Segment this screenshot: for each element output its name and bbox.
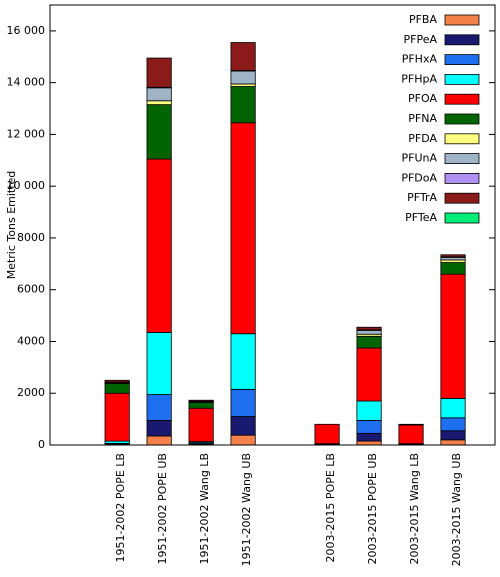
legend-swatch	[444, 172, 480, 184]
y-axis-label: Metric Tons Emitted	[5, 171, 18, 280]
legend-label: PFTrA	[407, 191, 437, 204]
y-tick-label: 2000	[17, 386, 45, 399]
bar-segment	[356, 440, 382, 446]
x-tick-label: 1951-2002 Wang LB	[198, 453, 211, 565]
bar-segment	[146, 435, 172, 446]
legend-swatch	[444, 153, 480, 165]
bar-segment	[146, 332, 172, 395]
x-tick-label: 1951-2002 POPE LB	[114, 453, 127, 563]
legend-swatch	[444, 74, 480, 85]
legend-swatch	[444, 133, 480, 145]
legend-swatch	[444, 113, 480, 125]
legend-label: PFUnA	[401, 152, 437, 165]
bar-segment	[230, 333, 256, 390]
bar-segment	[146, 104, 172, 160]
bar-segment	[230, 434, 256, 446]
legend-label: PFNA	[408, 112, 437, 125]
bar-segment	[230, 416, 256, 436]
bar-segment	[146, 57, 172, 88]
bar-segment	[146, 87, 172, 102]
x-tick-label: 2003-2015 POPE LB	[324, 453, 337, 563]
bar-segment	[440, 262, 466, 275]
bar-segment	[440, 430, 466, 441]
y-tick-label: 12 000	[7, 127, 46, 140]
bar-segment	[188, 407, 214, 443]
bar-segment	[314, 423, 340, 445]
bar-segment	[398, 424, 424, 445]
bar-segment	[356, 326, 382, 331]
legend-label: PFOA	[408, 92, 437, 105]
legend-swatch	[444, 212, 480, 224]
legend-swatch	[444, 54, 480, 65]
x-tick-label: 2003-2015 Wang LB	[408, 453, 421, 565]
legend-label: PFDA	[408, 132, 437, 145]
x-tick-label: 2003-2015 POPE UB	[366, 453, 379, 564]
bar-segment	[146, 420, 172, 437]
bar-segment	[230, 70, 256, 85]
y-tick-label: 8000	[17, 231, 45, 244]
bar-segment	[440, 439, 466, 446]
legend-label: PFPeA	[404, 33, 438, 46]
legend-label: PFHxA	[402, 53, 438, 66]
bar-segment	[356, 400, 382, 421]
plot-frame	[49, 4, 496, 446]
legend-swatch	[444, 14, 480, 26]
bar-segment	[230, 86, 256, 124]
legend-label: PFDoA	[401, 171, 437, 184]
bar-segment	[188, 402, 214, 409]
bar-segment	[230, 122, 256, 335]
bar-segment	[356, 329, 382, 335]
bar-segment	[230, 388, 256, 417]
x-tick-label: 1951-2002 Wang UB	[240, 453, 253, 566]
legend-label: PFHpA	[401, 72, 437, 85]
bar-segment	[104, 379, 130, 383]
bar-segment	[230, 42, 256, 71]
y-tick-label: 10 000	[7, 179, 46, 192]
bar-segment	[356, 432, 382, 442]
bar-segment	[146, 394, 172, 421]
bar-segment	[440, 417, 466, 432]
bar-segment	[440, 273, 466, 399]
bar-segment	[440, 398, 466, 419]
y-tick-label: 16 000	[7, 24, 46, 37]
x-tick-label: 1951-2002 POPE UB	[156, 453, 169, 564]
y-tick-label: 6000	[17, 283, 45, 296]
x-tick-label: 2003-2015 Wang UB	[450, 453, 463, 566]
bar-segment	[356, 335, 382, 349]
legend-label: PFTeA	[405, 211, 437, 224]
bar-segment	[440, 254, 466, 258]
y-tick-label: 0	[38, 438, 45, 451]
bar-segment	[398, 423, 424, 426]
bar-segment	[104, 392, 130, 442]
legend-swatch	[444, 93, 480, 105]
legend-swatch	[444, 192, 480, 204]
bar-segment	[188, 399, 214, 402]
bar-segment	[356, 347, 382, 402]
bar-segment	[104, 382, 130, 394]
legend-swatch	[444, 34, 480, 46]
y-tick-label: 4000	[17, 334, 45, 347]
bar-segment	[146, 158, 172, 333]
legend-label: PFBA	[409, 13, 438, 26]
bar-segment	[146, 100, 172, 106]
y-tick-label: 14 000	[7, 76, 46, 89]
bar-segment	[356, 420, 382, 434]
